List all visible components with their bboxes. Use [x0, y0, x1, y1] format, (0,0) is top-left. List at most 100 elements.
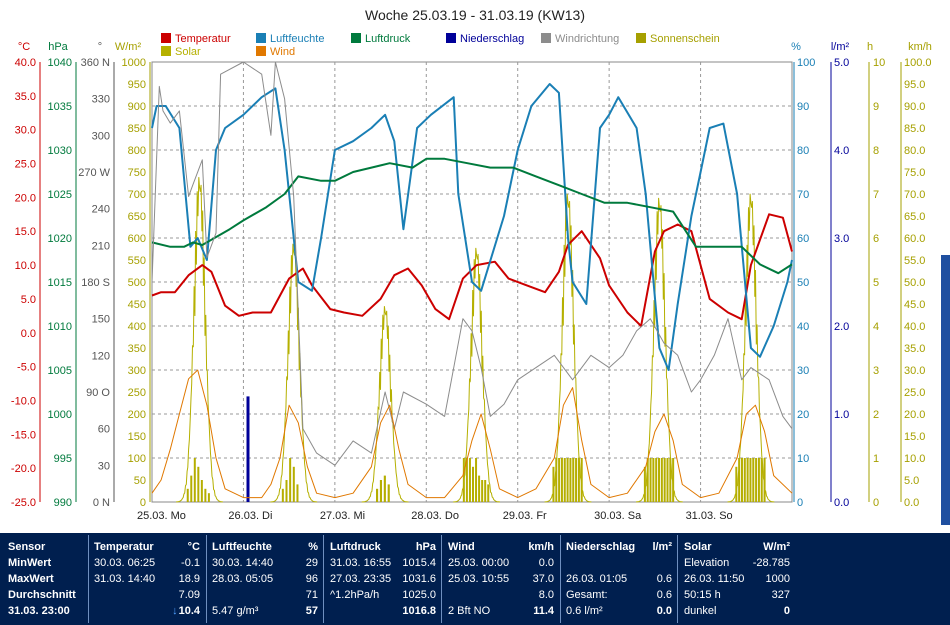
- temp-axis-tick: -15.0: [11, 429, 36, 441]
- plot-series: [151, 61, 793, 503]
- temperatur-max-time: 31.03. 14:40: [94, 573, 156, 585]
- solar-max: 1000: [765, 573, 790, 585]
- sunshine-bar: [555, 458, 558, 502]
- rain-axis-tick: 3.0: [834, 233, 849, 245]
- humidity-axis-tick: 0: [797, 497, 803, 509]
- niederschlag-column: Niederschlag l/m² 26.03. 01:05 0.6 Gesamt:…: [566, 539, 676, 625]
- left-axes: 40.0 35.0 30.0 25.0 20.0 15.0 10.0 5.0 0.0 -5.0 -1…: [11, 41, 151, 509]
- solar-axis-tick: 550: [128, 255, 146, 267]
- pressure-axis-tick: 1005: [48, 365, 72, 377]
- sunshine-bar: [755, 458, 758, 502]
- wind-axis-tick: 55.0: [904, 255, 925, 267]
- sunshine-bar: [472, 466, 474, 502]
- sunshine-bar: [558, 458, 561, 502]
- temp-axis-tick: 5.0: [21, 294, 36, 306]
- solar-axis-tick: 700: [128, 189, 146, 201]
- solar-axis-tick: 50: [134, 475, 146, 487]
- sunshine-bar: [468, 458, 471, 502]
- niederschlag-day: 0.6 l/m²: [566, 605, 603, 617]
- sunshine-bar: [743, 458, 746, 502]
- wind-axis-tick: 45.0: [904, 299, 925, 311]
- sunshine-bar: [660, 458, 663, 502]
- solar-elevation-label: Elevation: [684, 557, 730, 569]
- row-label-avg: Durchschnitt: [8, 589, 76, 601]
- day-label: 31.03. So: [686, 510, 733, 522]
- wind-axis-tick: 5.0: [904, 475, 919, 487]
- wind-beaufort: 2 Bft NO: [448, 605, 491, 617]
- sunshine-bar: [487, 484, 490, 502]
- wind-axis-tick: 90.0: [904, 101, 925, 113]
- sunshine-bar: [655, 458, 658, 502]
- wind-axis-unit: km/h: [908, 41, 932, 53]
- niederschlag-current: 0.0: [656, 605, 672, 617]
- wind-axis-tick: 80.0: [904, 145, 925, 157]
- temp-axis-tick: 40.0: [15, 57, 36, 69]
- row-label-min: MinWert: [8, 557, 52, 569]
- niederschlag-header: Niederschlag: [566, 541, 636, 553]
- sunshine-bar: [577, 458, 580, 502]
- luftdruck-current: 1016.8: [402, 605, 436, 617]
- temp-axis-tick: -20.0: [11, 463, 36, 475]
- luftfeuchte-absolute: 5.47 g/m³: [212, 605, 259, 617]
- luftdruck-header: Luftdruck: [330, 541, 381, 553]
- sunshine-bar: [760, 458, 763, 502]
- legend-swatch: [161, 46, 171, 56]
- luftfeuchte-min: 29: [305, 557, 318, 569]
- sunshine-axis-tick: 5: [873, 277, 879, 289]
- luftfeuchte-min-time: 30.03. 14:40: [212, 557, 274, 569]
- legend-swatch: [446, 33, 456, 43]
- sunshine-bar: [465, 458, 468, 502]
- solar-axis-tick: 850: [128, 123, 146, 135]
- sunshine-bar: [207, 493, 210, 502]
- winddir-axis-tick: 150: [92, 314, 110, 326]
- luftfeuchte-unit: %: [308, 541, 318, 553]
- luftdruck-max: 1031.6: [402, 573, 436, 585]
- temp-axis-tick: -10.0: [11, 395, 36, 407]
- winddir-axis-tick: 300: [92, 130, 110, 142]
- sunshine-bar: [757, 458, 760, 502]
- solar-curve: [727, 193, 775, 503]
- rain-axis-tick: 4.0: [834, 145, 849, 157]
- humidity-axis-tick: 80: [797, 145, 809, 157]
- solar-current: 0: [783, 605, 790, 617]
- legend-swatch: [256, 46, 266, 56]
- humidity-axis-unit: %: [791, 41, 801, 53]
- sunshine-axis-tick: 6: [873, 233, 879, 245]
- wind-axis-tick: 65.0: [904, 211, 925, 223]
- legend-label: Niederschlag: [460, 33, 524, 45]
- wind-column: Wind km/h 25.03. 00:00 0.0 25.03. 10:55 37.…: [448, 539, 558, 625]
- temp-axis-tick: 0.0: [21, 328, 36, 340]
- temperatur-current: 10.4: [178, 605, 200, 617]
- solar-curve: [361, 306, 409, 503]
- solar-axis-tick: 150: [128, 431, 146, 443]
- legend-swatch: [541, 33, 551, 43]
- side-scroll-strip[interactable]: [941, 255, 950, 525]
- sunshine-bar: [481, 480, 484, 502]
- wind-axis-tick: 75.0: [904, 167, 925, 179]
- wind-min: 0.0: [538, 557, 554, 569]
- solar-curve: [453, 247, 500, 503]
- solar-axis-tick: 200: [128, 409, 146, 421]
- luftfeuchte-max-time: 28.03. 05:05: [212, 573, 274, 585]
- sunshine-axis-tick: 10: [873, 57, 885, 69]
- sunshine-bar: [663, 458, 666, 502]
- legend-label: Luftdruck: [365, 33, 411, 45]
- day-label: 28.03. Do: [411, 510, 459, 522]
- solar-axis-tick: 900: [128, 101, 146, 113]
- pressure-axis-tick: 995: [54, 453, 72, 465]
- winddir-axis-tick: 120: [92, 350, 110, 362]
- wind-axis-tick: 0.0: [904, 497, 919, 509]
- sunshine-axis-tick: 1: [873, 453, 879, 465]
- row-label-max: MaxWert: [8, 573, 54, 585]
- luftdruck-column: Luftdruck hPa 31.03. 16:55 1015.4 27.03. 2…: [330, 539, 440, 625]
- sunshine-bar: [569, 458, 572, 502]
- temp-axis-tick: 35.0: [15, 91, 36, 103]
- sunshine-bar: [563, 458, 566, 502]
- sunshine-bar: [383, 475, 386, 502]
- sunshine-bar: [289, 458, 292, 502]
- winddir-axis-tick: 30: [98, 460, 110, 472]
- solar-axis-tick: 350: [128, 343, 146, 355]
- solar-max-time: 26.03. 11:50: [684, 573, 745, 585]
- temperatur-min: -0.1: [181, 557, 200, 569]
- luftdruck-min: 1015.4: [402, 557, 436, 569]
